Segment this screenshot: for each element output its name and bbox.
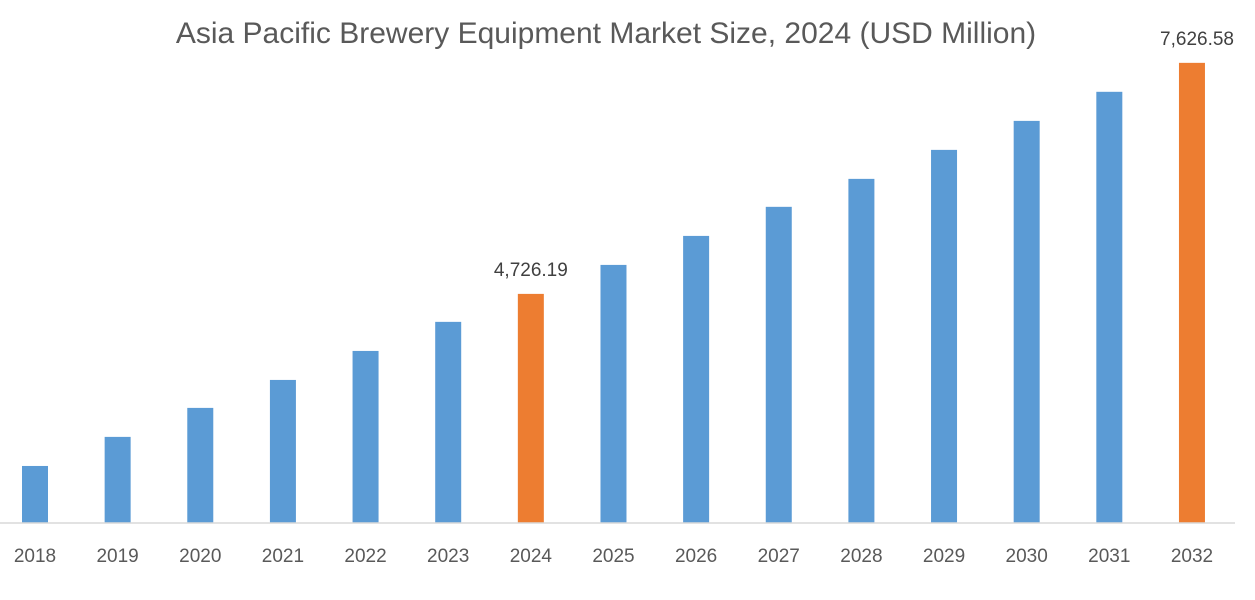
x-tick-label: 2026: [675, 546, 717, 567]
bar-2031: [1096, 91, 1123, 523]
bar-2018: [22, 465, 48, 523]
bar-2025: [600, 264, 627, 523]
bar-2032: [1178, 62, 1205, 523]
data-label-2024: 4,726.19: [494, 260, 568, 281]
bar-2024: [517, 293, 544, 523]
x-tick-label: 2020: [179, 546, 221, 567]
x-tick-label: 2030: [1006, 546, 1048, 567]
x-tick-label: 2027: [758, 546, 800, 567]
bar-2026: [683, 235, 710, 523]
x-tick-label: 2023: [427, 546, 469, 567]
bar-2028: [848, 178, 875, 523]
x-tick-label: 2019: [96, 546, 138, 567]
x-tick-label: 2018: [14, 546, 56, 567]
x-tick-label: 2028: [840, 546, 882, 567]
x-tick-label: 2024: [510, 546, 553, 567]
x-tick-label: 2022: [344, 546, 386, 567]
x-tick-label: 2032: [1171, 546, 1213, 567]
bar-2020: [187, 407, 214, 523]
chart-title: Asia Pacific Brewery Equipment Market Si…: [176, 17, 1036, 50]
data-label-2032: 7,626.58: [1160, 29, 1234, 50]
bar-2030: [1013, 120, 1040, 524]
bar-2022: [352, 350, 379, 523]
bar-2019: [104, 436, 131, 523]
bar-2023: [435, 321, 462, 523]
data-labels: 4,726.19 7,626.58: [494, 29, 1234, 281]
x-tick-label: 2025: [592, 546, 634, 567]
x-tick-label: 2029: [923, 546, 965, 567]
x-tick-label: 2021: [262, 546, 304, 567]
bar-2029: [931, 149, 958, 524]
x-tick-label: 2031: [1088, 546, 1130, 567]
x-axis-ticks: 2018 2019 2020 2021 2022 2023 2024 2025 2026 2027…: [14, 546, 1213, 567]
bars-group: [22, 62, 1205, 524]
bar-2021: [269, 379, 296, 523]
bar-2027: [765, 206, 792, 524]
